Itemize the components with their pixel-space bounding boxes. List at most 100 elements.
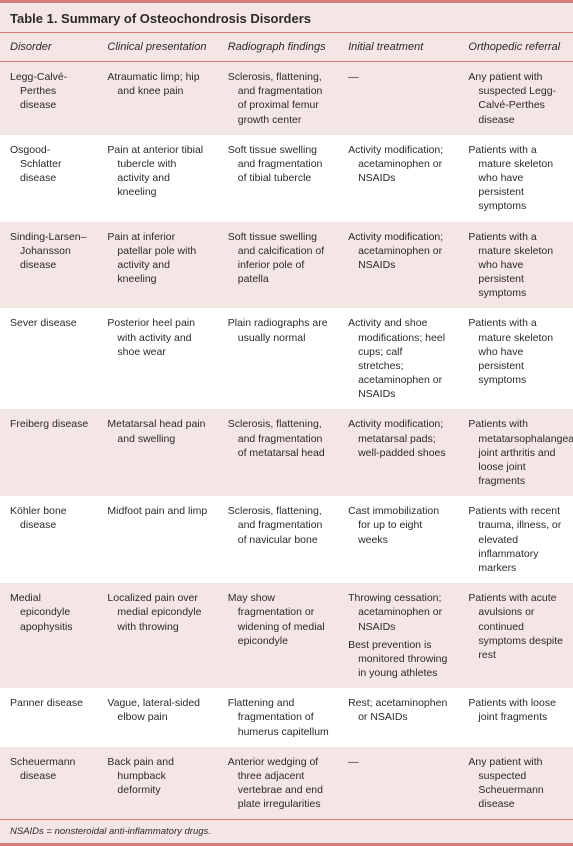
column-header: Disorder [0, 33, 97, 62]
cell-presentation: Vague, lateral-sided elbow pain [97, 688, 217, 747]
cell-text: Localized pain over medial epicondyle wi… [107, 591, 209, 634]
cell-text: Soft tissue swelling and calcification o… [228, 230, 330, 287]
cell-text: Plain radiographs are usually normal [228, 316, 330, 344]
table-row: Osgood-Schlatter disease Pain at anterior… [0, 135, 573, 222]
cell-text: Panner disease [10, 696, 89, 710]
cell-treatment: — [338, 747, 458, 820]
cell-presentation: Midfoot pain and limp [97, 496, 217, 583]
cell-text: Metatarsal head pain and swelling [107, 417, 209, 445]
osteochondrosis-table: DisorderClinical presentationRadiograph … [0, 33, 573, 819]
cell-radiograph: Sclerosis, flattening, and fragmentation… [218, 496, 338, 583]
cell-radiograph: May show fragmentation or widening of me… [218, 583, 338, 688]
table-row: Sever disease Posterior heel pain with ac… [0, 308, 573, 409]
cell-text: Patients with a mature skeleton who have… [468, 316, 565, 387]
cell-text: Activity modification; metatarsal pads; … [348, 417, 450, 460]
cell-text: Köhler bone disease [10, 504, 89, 532]
cell-presentation: Posterior heel pain with activity and sh… [97, 308, 217, 409]
cell-text: Scheuermann disease [10, 755, 89, 783]
column-header: Radiograph findings [218, 33, 338, 62]
cell-text: Activity modification; acetaminophen or … [348, 230, 450, 273]
cell-text: Patients with loose joint fragments [468, 696, 565, 724]
cell-disorder: Freiberg disease [0, 409, 97, 496]
header-row: DisorderClinical presentationRadiograph … [0, 33, 573, 62]
cell-text: Cast immobilization for up to eight week… [348, 504, 450, 547]
cell-radiograph: Flattening and fragmentation of humerus … [218, 688, 338, 747]
column-header: Clinical presentation [97, 33, 217, 62]
table-container: Table 1. Summary of Osteochondrosis Diso… [0, 0, 573, 846]
cell-disorder: Köhler bone disease [0, 496, 97, 583]
cell-disorder: Medial epicondyle apophysitis [0, 583, 97, 688]
cell-radiograph: Soft tissue swelling and fragmentation o… [218, 135, 338, 222]
cell-radiograph: Anterior wedging of three adjacent verte… [218, 747, 338, 820]
cell-text: Flattening and fragmentation of humerus … [228, 696, 330, 739]
cell-text: Vague, lateral-sided elbow pain [107, 696, 209, 724]
cell-text: Activity and shoe modifications; heel cu… [348, 316, 450, 401]
cell-text: Any patient with suspected Scheuermann d… [468, 755, 565, 812]
cell-text: Patients with metatarsophalangeal joint … [468, 417, 565, 488]
cell-text: Medial epicondyle apophysitis [10, 591, 89, 634]
cell-text: Sever disease [10, 316, 89, 330]
cell-treatment: Activity modification; metatarsal pads; … [338, 409, 458, 496]
cell-text: Activity modification; acetaminophen or … [348, 143, 450, 186]
cell-text: — [348, 755, 450, 769]
cell-treatment: Throwing cessation; acetaminophen or NSA… [338, 583, 458, 688]
cell-text: Sclerosis, flattening, and fragmentation… [228, 504, 330, 547]
cell-presentation: Back pain and humpback deformity [97, 747, 217, 820]
cell-referral: Patients with metatarsophalangeal joint … [458, 409, 573, 496]
table-body: Legg-Calvé-Perthes diseaseAtraumatic lim… [0, 62, 573, 820]
column-header: Orthopedic referral [458, 33, 573, 62]
column-header: Initial treatment [338, 33, 458, 62]
table-row: Legg-Calvé-Perthes diseaseAtraumatic lim… [0, 62, 573, 135]
table-row: Sinding-Larsen–Johansson disease Pain at … [0, 222, 573, 309]
cell-text: Sclerosis, flattening, and fragmentation… [228, 70, 330, 127]
table-row: Medial epicondyle apophysitis Localized p… [0, 583, 573, 688]
table-row: Panner disease Vague, lateral-sided elbow… [0, 688, 573, 747]
cell-radiograph: Soft tissue swelling and calcification o… [218, 222, 338, 309]
cell-presentation: Metatarsal head pain and swelling [97, 409, 217, 496]
cell-text: Pain at anterior tibial tubercle with ac… [107, 143, 209, 200]
cell-text: Patients with a mature skeleton who have… [468, 230, 565, 301]
cell-radiograph: Sclerosis, flattening, and fragmentation… [218, 409, 338, 496]
cell-text: Pain at inferior patellar pole with acti… [107, 230, 209, 287]
cell-text: Patients with acute avulsions or continu… [468, 591, 565, 662]
cell-text: Freiberg disease [10, 417, 89, 431]
cell-text: Osgood-Schlatter disease [10, 143, 89, 186]
cell-disorder: Sever disease [0, 308, 97, 409]
cell-referral: Patients with loose joint fragments [458, 688, 573, 747]
cell-referral: Any patient with suspected Legg-Calvé-Pe… [458, 62, 573, 135]
cell-disorder: Scheuermann disease [0, 747, 97, 820]
cell-treatment: Activity modification; acetaminophen or … [338, 135, 458, 222]
cell-text: Anterior wedging of three adjacent verte… [228, 755, 330, 812]
cell-disorder: Sinding-Larsen–Johansson disease [0, 222, 97, 309]
cell-treatment: Activity and shoe modifications; heel cu… [338, 308, 458, 409]
table-footnote: NSAIDs = nonsteroidal anti-inflammatory … [0, 819, 573, 843]
cell-text: — [348, 70, 450, 84]
cell-radiograph: Sclerosis, flattening, and fragmentation… [218, 62, 338, 135]
cell-text: Throwing cessation; acetaminophen or NSA… [348, 591, 450, 634]
cell-treatment: Rest; acetaminophen or NSAIDs [338, 688, 458, 747]
cell-treatment: Activity modification; acetaminophen or … [338, 222, 458, 309]
cell-text: Patients with recent trauma, illness, or… [468, 504, 565, 575]
cell-treatment: Cast immobilization for up to eight week… [338, 496, 458, 583]
cell-disorder: Panner disease [0, 688, 97, 747]
cell-text: Any patient with suspected Legg-Calvé-Pe… [468, 70, 565, 127]
cell-text: Sinding-Larsen–Johansson disease [10, 230, 89, 273]
cell-referral: Patients with acute avulsions or continu… [458, 583, 573, 688]
table-row: Köhler bone disease Midfoot pain and limp… [0, 496, 573, 583]
cell-referral: Patients with recent trauma, illness, or… [458, 496, 573, 583]
cell-presentation: Pain at inferior patellar pole with acti… [97, 222, 217, 309]
cell-referral: Any patient with suspected Scheuermann d… [458, 747, 573, 820]
cell-presentation: Atraumatic limp; hip and knee pain [97, 62, 217, 135]
table-row: Freiberg disease Metatarsal head pain and… [0, 409, 573, 496]
cell-text: Posterior heel pain with activity and sh… [107, 316, 209, 359]
cell-text: Atraumatic limp; hip and knee pain [107, 70, 209, 98]
cell-text: Sclerosis, flattening, and fragmentation… [228, 417, 330, 460]
cell-presentation: Pain at anterior tibial tubercle with ac… [97, 135, 217, 222]
cell-text: Soft tissue swelling and fragmentation o… [228, 143, 330, 186]
table-title: Table 1. Summary of Osteochondrosis Diso… [0, 3, 573, 33]
cell-radiograph: Plain radiographs are usually normal [218, 308, 338, 409]
cell-disorder: Osgood-Schlatter disease [0, 135, 97, 222]
cell-treatment: — [338, 62, 458, 135]
cell-referral: Patients with a mature skeleton who have… [458, 135, 573, 222]
cell-referral: Patients with a mature skeleton who have… [458, 308, 573, 409]
